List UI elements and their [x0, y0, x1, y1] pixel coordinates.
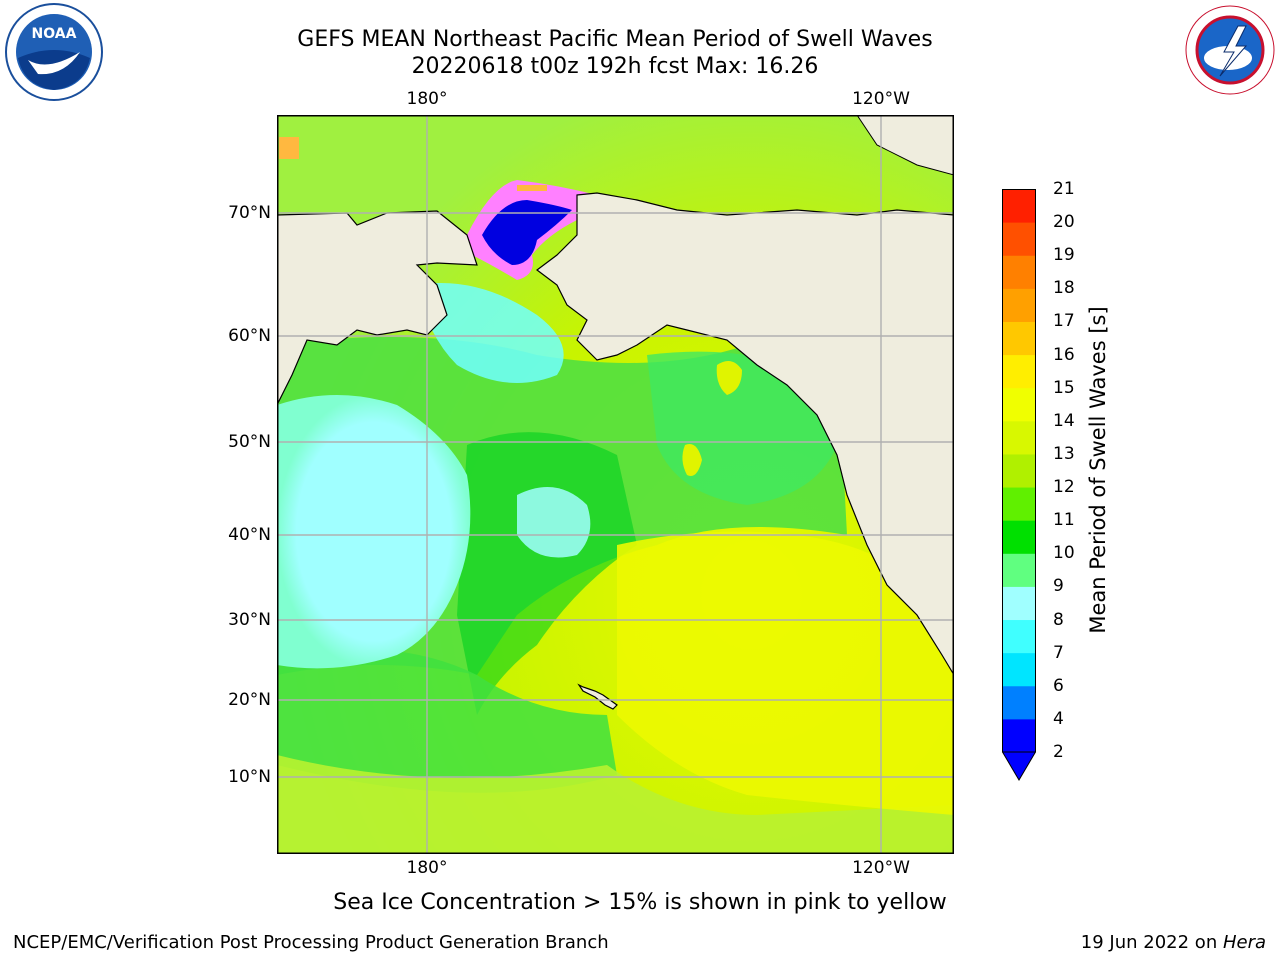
- lat-label-50n: 50°N: [228, 432, 271, 452]
- colorbar-segment: [1002, 586, 1036, 621]
- footer-host: Hera: [1222, 932, 1266, 953]
- map-subtitle: 20220618 t00z 192h fcst Max: 16.26: [411, 54, 819, 79]
- colorbar-tick-label: 8: [1053, 609, 1064, 630]
- colorbar-segment: [1002, 718, 1036, 753]
- swell-green-south: [277, 648, 617, 793]
- sea-ice-orange2: [517, 185, 547, 191]
- lat-label-40n: 40°N: [228, 525, 271, 545]
- colorbar-segment: [1002, 685, 1036, 720]
- colorbar-tick-label: 12: [1053, 477, 1075, 498]
- colorbar-tick-label: 20: [1053, 212, 1075, 233]
- lat-label-20n: 20°N: [228, 690, 271, 710]
- colorbar-tick-label: 9: [1053, 576, 1064, 597]
- map: [276, 114, 955, 854]
- lat-label-30n: 30°N: [228, 610, 271, 630]
- swell-yellow-spot1: [716, 361, 742, 395]
- map-title: GEFS MEAN Northeast Pacific Mean Period …: [297, 27, 933, 52]
- footer-date: 19 Jun 2022 on Hera: [1081, 932, 1266, 953]
- colorbar-swatches: [1001, 189, 1037, 781]
- colorbar: [1001, 189, 1037, 781]
- colorbar-segment: [1002, 420, 1036, 455]
- swell-green-band: [457, 432, 637, 715]
- colorbar-tick-label: 21: [1053, 179, 1075, 199]
- noaa-logo: NOAA: [4, 2, 104, 106]
- lon-label-bottom-180: 180°: [406, 858, 448, 878]
- colorbar-tick-label: 4: [1053, 708, 1064, 729]
- colorbar-segment: [1002, 387, 1036, 422]
- land-hawaii: [577, 683, 618, 710]
- colorbar-segment: [1002, 520, 1036, 554]
- colorbar-segment: [1002, 619, 1036, 654]
- colorbar-tick-label: 17: [1053, 311, 1075, 332]
- swell-yellowgreen-south: [277, 755, 954, 854]
- colorbar-tick-label: 15: [1053, 377, 1075, 398]
- colorbar-tick-label: 16: [1053, 344, 1075, 365]
- lat-label-70n: 70°N: [228, 203, 271, 223]
- colorbar-tick-label: 6: [1053, 675, 1064, 696]
- colorbar-segment: [1002, 453, 1036, 488]
- colorbar-segment: [1002, 222, 1036, 256]
- swell-yellow-core: [617, 531, 954, 815]
- colorbar-segment: [1002, 553, 1036, 587]
- colorbar-tick-label: 13: [1053, 443, 1075, 464]
- swell-cyan-west: [277, 395, 471, 669]
- nws-logo: [1180, 0, 1280, 104]
- colorbar-tick-label: 11: [1053, 510, 1075, 531]
- lon-label-bottom-120w: 120°W: [852, 858, 910, 878]
- colorbar-tick-label: 2: [1053, 742, 1064, 762]
- map-canvas: [276, 114, 955, 854]
- colorbar-segment: [1002, 255, 1036, 289]
- noaa-logo-text: NOAA: [32, 26, 77, 42]
- colorbar-tick-label: 10: [1053, 543, 1075, 564]
- colorbar-segment: [1002, 652, 1036, 687]
- sea-ice-orange: [279, 137, 299, 159]
- colorbar-segment: [1002, 321, 1036, 356]
- colorbar-title: Mean Period of Swell Waves [s]: [1086, 306, 1110, 634]
- swell-cyan-central: [517, 487, 591, 558]
- colorbar-segment: [1002, 354, 1036, 389]
- colorbar-segment: [1002, 288, 1036, 322]
- colorbar-segment: [1002, 189, 1036, 223]
- colorbar-outline: [1002, 189, 1036, 753]
- lon-label-top-120w: 120°W: [852, 89, 910, 109]
- footer-date-text: 19 Jun 2022 on: [1080, 932, 1223, 953]
- colorbar-tick-label: 18: [1053, 278, 1075, 299]
- colorbar-tick-label: 7: [1053, 642, 1064, 663]
- land-alaska-canada: [536, 192, 955, 678]
- lon-label-top-180: 180°: [406, 89, 448, 109]
- swell-cyan-bering: [417, 283, 564, 383]
- colorbar-tick-label: 14: [1053, 410, 1075, 431]
- lat-label-10n: 10°N: [228, 767, 271, 787]
- graticule: [277, 115, 954, 854]
- colorbar-segment: [1002, 487, 1036, 521]
- colorbar-extend-triangle: [1001, 751, 1037, 781]
- footer-credit: NCEP/EMC/Verification Post Processing Pr…: [13, 932, 609, 953]
- colorbar-tick-label: 19: [1053, 245, 1075, 266]
- sea-ice-blue: [482, 200, 572, 265]
- lat-label-60n: 60°N: [228, 326, 271, 346]
- swell-yellow-spot2: [682, 444, 702, 476]
- sea-ice-note: Sea Ice Concentration > 15% is shown in …: [333, 890, 947, 915]
